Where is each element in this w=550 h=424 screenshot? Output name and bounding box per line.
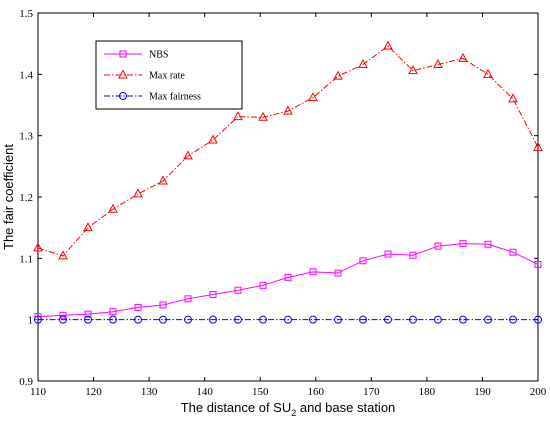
data-point-max-rate (233, 111, 243, 121)
data-point-nbs (209, 291, 217, 299)
data-point-max-fairness (109, 315, 117, 324)
data-point-max-fairness (184, 315, 192, 324)
data-point-max-fairness (334, 315, 342, 324)
y-tick-label: 1.5 (19, 8, 33, 20)
y-tick-label: 1.2 (19, 192, 33, 204)
data-point-max-fairness (134, 315, 142, 324)
series-max-rate (33, 40, 543, 260)
data-point-max-rate (458, 52, 468, 62)
axis-ticks: 110 120 130 140 150 160 170 180 190 200 0.9 1 1.1 1.2… (19, 8, 547, 398)
data-point-max-fairness (34, 315, 42, 324)
x-tick-label: 130 (141, 386, 158, 398)
data-point-nbs (359, 257, 367, 265)
x-tick-label: 140 (196, 386, 213, 398)
data-point-max-fairness (359, 315, 367, 324)
x-tick-label: 110 (30, 386, 47, 398)
data-point-nbs (184, 295, 192, 303)
data-point-max-rate (408, 65, 418, 75)
data-point-max-rate (333, 70, 343, 80)
x-axis-label-subscript: 2 (291, 408, 296, 418)
data-point-max-rate (308, 92, 318, 102)
data-point-max-fairness (309, 315, 317, 324)
data-point-nbs (134, 303, 142, 311)
data-point-nbs (384, 250, 392, 258)
data-point-max-rate (483, 68, 493, 78)
legend-label-nbs: NBS (149, 50, 168, 61)
legend-label-max-rate: Max rate (149, 71, 185, 82)
x-tick-label: 180 (419, 386, 436, 398)
data-point-max-fairness (384, 315, 392, 324)
data-point-nbs (459, 240, 467, 248)
x-tick-label: 190 (474, 386, 491, 398)
series-layer (33, 40, 543, 324)
data-point-nbs (59, 311, 67, 319)
data-point-max-fairness (234, 315, 242, 324)
y-tick-label: 1 (28, 315, 34, 327)
data-point-max-rate (383, 40, 393, 50)
legend-marker-nbs (119, 50, 127, 58)
x-tick-label: 120 (85, 386, 102, 398)
data-point-nbs (534, 260, 542, 268)
data-point-max-rate (533, 141, 543, 151)
data-point-max-rate (83, 222, 93, 232)
data-point-max-rate (258, 111, 268, 121)
series-max-fairness (34, 315, 542, 324)
y-axis-label: The fair coefficient (1, 144, 16, 250)
data-point-max-fairness (159, 315, 167, 324)
data-point-nbs (284, 273, 292, 281)
y-tick-label: 1.3 (19, 131, 33, 143)
data-point-max-rate (433, 58, 443, 69)
legend: NBS Max rate Max fairness (95, 40, 243, 110)
x-axis-label: The distance of SU2 and base station (181, 400, 396, 418)
data-point-nbs (109, 308, 117, 316)
data-point-max-rate (183, 150, 193, 160)
data-point-max-fairness (284, 315, 292, 324)
data-point-max-rate (208, 134, 218, 144)
x-tick-label: 160 (308, 386, 325, 398)
data-point-max-rate (358, 58, 368, 69)
data-point-max-fairness (59, 315, 67, 324)
data-point-nbs (159, 301, 167, 309)
data-point-max-rate (283, 105, 293, 115)
data-point-max-rate (33, 242, 43, 252)
data-point-max-fairness (209, 315, 217, 324)
data-point-nbs (434, 242, 442, 250)
data-point-nbs (259, 281, 267, 289)
data-point-max-fairness (434, 315, 442, 324)
data-point-nbs (334, 269, 342, 277)
data-point-max-fairness (509, 315, 517, 324)
y-tick-label: 1.1 (19, 253, 33, 265)
series-line-nbs (37, 243, 539, 318)
data-point-max-rate (158, 175, 168, 185)
data-point-max-fairness (259, 315, 267, 324)
data-point-max-fairness (409, 315, 417, 324)
x-axis-label-prefix: The distance of SU (181, 400, 292, 415)
data-point-nbs (84, 310, 92, 318)
x-tick-label: 150 (252, 386, 269, 398)
y-tick-label: 0.9 (19, 376, 33, 388)
series-line-max-rate (37, 45, 539, 257)
legend-marker-max-fairness (119, 92, 127, 100)
data-point-nbs (409, 251, 417, 259)
data-point-max-fairness (534, 315, 542, 324)
legend-label-max-fairness: Max fairness (149, 92, 201, 103)
x-tick-label: 200 (530, 386, 547, 398)
data-point-max-rate (133, 188, 143, 198)
data-point-nbs (484, 240, 492, 248)
data-point-nbs (234, 286, 242, 294)
data-point-max-fairness (484, 315, 492, 324)
data-point-max-rate (58, 250, 68, 260)
data-point-max-rate (108, 203, 118, 213)
data-point-nbs (509, 248, 517, 256)
data-point-nbs (309, 268, 317, 276)
data-point-max-fairness (459, 315, 467, 324)
x-tick-label: 170 (363, 386, 380, 398)
x-axis-label-suffix: and base station (296, 400, 395, 415)
y-tick-label: 1.4 (19, 69, 33, 81)
legend-marker-max-rate (118, 69, 128, 79)
series-nbs (34, 240, 542, 321)
data-point-max-fairness (84, 315, 92, 324)
data-point-max-rate (508, 93, 518, 103)
